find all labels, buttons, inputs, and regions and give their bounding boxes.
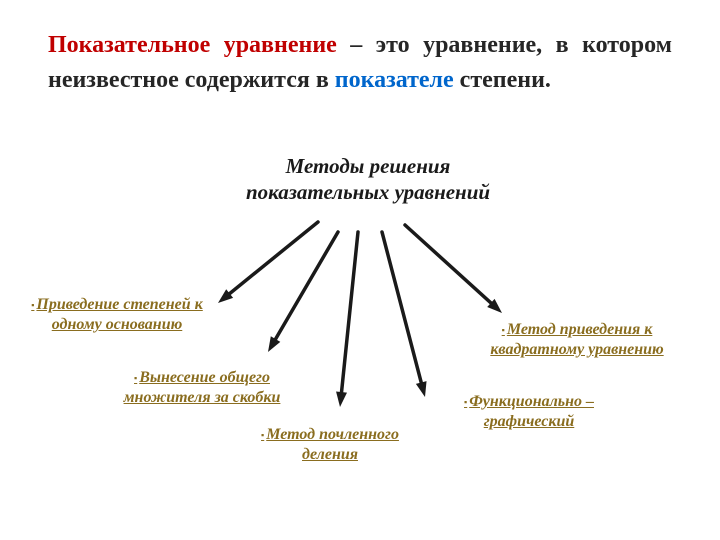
method-3: ▪Функционально – графический	[434, 392, 624, 432]
definition-block: Показательное уравнение – это уравнение,…	[0, 0, 720, 98]
method-0-line1: Приведение степеней к	[36, 296, 202, 313]
definition-text: Показательное уравнение – это уравнение,…	[48, 28, 672, 98]
method-4-line2: квадратному уравнению	[490, 341, 663, 358]
arrow-head-4	[487, 299, 502, 313]
bullet-icon: ▪	[31, 300, 34, 310]
method-4: ▪Метод приведения к квадратному уравнению	[462, 320, 692, 360]
method-0: ▪Приведение степеней к одному основанию	[12, 295, 222, 335]
subtitle-line2: показательных уравнений	[246, 180, 490, 204]
method-1: ▪Вынесение общего множителя за скобки	[102, 368, 302, 408]
method-2-line1: Метод почленного	[266, 426, 399, 443]
arrow-line-4	[405, 225, 495, 307]
bullet-icon: ▪	[134, 373, 137, 383]
bullet-icon: ▪	[464, 397, 467, 407]
definition-term: Показательное уравнение	[48, 32, 337, 58]
method-1-line1: Вынесение общего	[139, 369, 270, 386]
subtitle: Методы решения показательных уравнений	[218, 153, 518, 206]
bullet-icon: ▪	[261, 430, 264, 440]
arrow-head-2	[336, 392, 347, 407]
bullet-icon: ▪	[502, 325, 505, 335]
method-2: ▪Метод почленного деления	[235, 425, 425, 465]
method-3-line1: Функционально –	[469, 393, 594, 410]
method-1-line2: множителя за скобки	[124, 389, 281, 406]
method-0-line2: одному основанию	[52, 316, 183, 333]
arrow-head-1	[268, 336, 280, 352]
method-2-line2: деления	[302, 446, 358, 463]
definition-body2: степени.	[454, 67, 551, 93]
subtitle-line1: Методы решения	[286, 154, 451, 178]
arrow-head-3	[416, 381, 427, 397]
arrow-line-1	[273, 232, 338, 344]
arrow-line-2	[341, 232, 358, 398]
definition-keyword: показателе	[335, 67, 454, 93]
method-3-line2: графический	[484, 413, 575, 430]
method-4-line1: Метод приведения к	[507, 321, 652, 338]
arrow-line-3	[382, 232, 423, 388]
arrow-line-0	[225, 222, 318, 297]
